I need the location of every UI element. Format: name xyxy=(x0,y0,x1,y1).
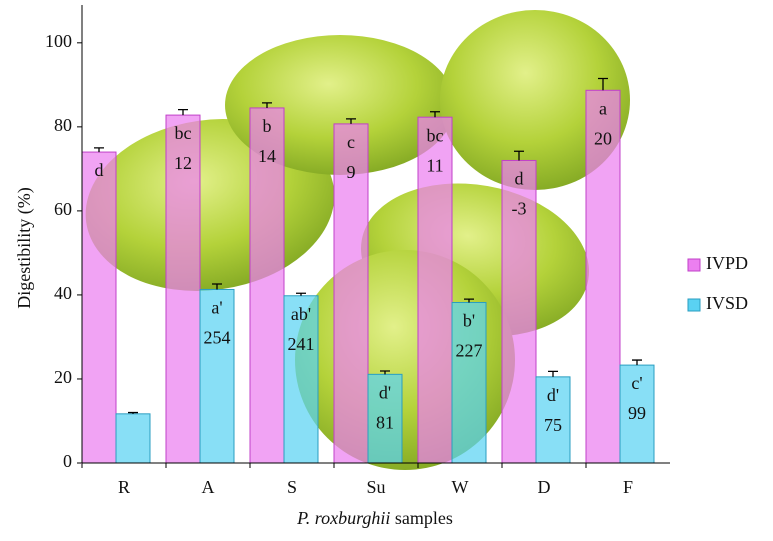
x-tick-label: Su xyxy=(366,477,385,497)
bar xyxy=(283,295,319,464)
y-tick-label: 100 xyxy=(45,31,72,51)
x-tick-label: D xyxy=(538,477,551,497)
legend-label: IVPD xyxy=(706,253,748,273)
change-label: 75 xyxy=(544,415,562,435)
significance-letter: d' xyxy=(379,382,391,402)
bar xyxy=(585,89,621,464)
error-bar xyxy=(128,411,138,414)
x-axis-title-italic: P. roxburghii xyxy=(296,508,390,528)
significance-letter: b' xyxy=(463,311,475,331)
error-bar xyxy=(94,147,104,153)
x-tick-label: W xyxy=(452,477,469,497)
change-label: 11 xyxy=(426,155,443,175)
bar xyxy=(501,159,537,464)
error-bar xyxy=(296,292,306,296)
significance-letter: d xyxy=(95,160,104,180)
change-label: 81 xyxy=(376,412,394,432)
error-bar xyxy=(598,77,608,91)
bar xyxy=(451,301,487,464)
significance-letter: c' xyxy=(631,373,642,393)
significance-letter: a' xyxy=(211,298,222,318)
bar xyxy=(535,376,571,464)
significance-letter: d xyxy=(515,169,524,189)
change-label: 254 xyxy=(204,328,231,348)
x-axis-title-rest: samples xyxy=(395,508,453,528)
significance-letter: d' xyxy=(547,385,559,405)
error-bar xyxy=(380,370,390,375)
error-bar xyxy=(464,298,474,303)
error-bar xyxy=(514,150,524,161)
change-label: 9 xyxy=(347,162,356,182)
error-bar xyxy=(548,370,558,377)
x-tick-label: R xyxy=(118,477,130,497)
error-bar xyxy=(262,102,272,108)
legend-swatch xyxy=(687,258,701,272)
bar xyxy=(417,116,453,464)
significance-letter: a xyxy=(599,98,607,118)
y-axis-title: Digestibility (%) xyxy=(14,187,35,308)
bar xyxy=(367,373,403,464)
error-bar xyxy=(212,283,222,290)
change-label: 12 xyxy=(174,153,192,173)
error-bar xyxy=(430,111,440,118)
legend-label: IVSD xyxy=(706,293,748,313)
bar xyxy=(333,123,369,464)
x-tick-label: S xyxy=(287,477,297,497)
y-tick-label: 20 xyxy=(54,367,72,387)
bar xyxy=(115,413,151,464)
y-tick-label: 60 xyxy=(54,199,72,219)
y-tick-label: 0 xyxy=(63,451,72,471)
error-bar xyxy=(346,118,356,124)
error-bar xyxy=(178,108,188,116)
significance-letter: c xyxy=(347,132,355,152)
bar xyxy=(199,288,235,464)
change-label: 241 xyxy=(288,334,315,354)
change-label: 227 xyxy=(456,341,483,361)
significance-letter: bc xyxy=(175,123,192,143)
x-tick-label: F xyxy=(623,477,633,497)
bar xyxy=(619,364,655,464)
bar xyxy=(81,151,117,464)
legend-swatch xyxy=(687,298,701,312)
significance-letter: bc xyxy=(427,125,444,145)
x-tick-label: A xyxy=(202,477,215,497)
change-label: 14 xyxy=(258,146,276,166)
significance-letter: b xyxy=(263,116,272,136)
change-label: -3 xyxy=(512,199,527,219)
y-tick-label: 40 xyxy=(54,283,72,303)
significance-letter: ab' xyxy=(291,304,311,324)
y-tick-label: 80 xyxy=(54,115,72,135)
change-label: 20 xyxy=(594,128,612,148)
bar xyxy=(249,107,285,464)
x-axis-title: P. roxburghii samples xyxy=(296,508,453,528)
error-bar xyxy=(632,359,642,366)
change-label: 99 xyxy=(628,403,646,423)
